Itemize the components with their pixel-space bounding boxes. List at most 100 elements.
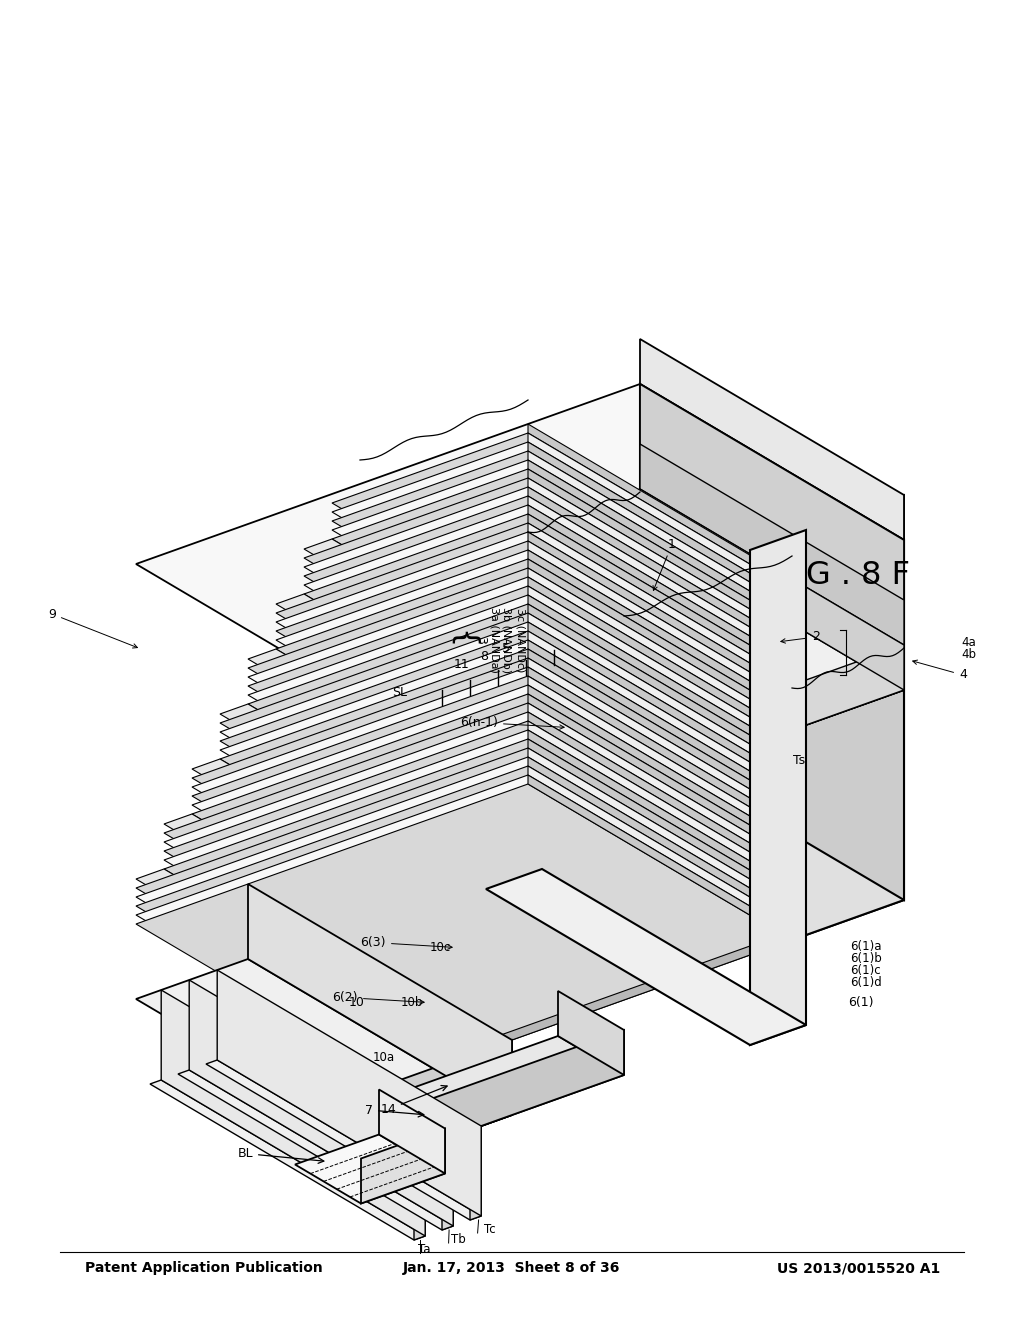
Polygon shape — [400, 1040, 512, 1155]
Polygon shape — [750, 850, 792, 909]
Polygon shape — [248, 586, 792, 842]
Polygon shape — [528, 685, 792, 850]
Polygon shape — [414, 1146, 425, 1239]
Text: SL: SL — [392, 686, 407, 700]
Polygon shape — [512, 715, 792, 824]
Polygon shape — [568, 634, 792, 723]
Polygon shape — [596, 607, 792, 686]
Text: Ta: Ta — [418, 1243, 430, 1257]
Polygon shape — [640, 488, 904, 690]
Polygon shape — [400, 921, 792, 1071]
Polygon shape — [640, 339, 904, 540]
Polygon shape — [528, 469, 792, 634]
Polygon shape — [248, 595, 792, 851]
Polygon shape — [400, 495, 904, 719]
Text: 10: 10 — [349, 997, 365, 1008]
Text: {: { — [447, 631, 476, 649]
Polygon shape — [528, 631, 792, 796]
Polygon shape — [248, 884, 512, 1115]
Polygon shape — [276, 594, 568, 760]
Polygon shape — [332, 442, 792, 668]
Polygon shape — [750, 805, 792, 865]
Text: 10c: 10c — [430, 941, 451, 954]
Polygon shape — [484, 760, 792, 879]
Polygon shape — [528, 704, 792, 869]
Polygon shape — [470, 1126, 481, 1220]
Polygon shape — [528, 694, 792, 859]
Polygon shape — [596, 579, 792, 659]
Polygon shape — [161, 990, 425, 1236]
Polygon shape — [528, 748, 792, 913]
Polygon shape — [540, 671, 792, 770]
Polygon shape — [136, 748, 792, 1044]
Polygon shape — [750, 715, 792, 775]
Polygon shape — [456, 832, 792, 961]
Polygon shape — [248, 649, 540, 814]
Polygon shape — [528, 711, 792, 876]
Polygon shape — [193, 694, 792, 970]
Polygon shape — [528, 433, 792, 598]
Polygon shape — [164, 721, 792, 1007]
Polygon shape — [193, 676, 792, 952]
Polygon shape — [332, 469, 792, 696]
Polygon shape — [528, 535, 904, 730]
Text: 6(3): 6(3) — [360, 936, 453, 949]
Polygon shape — [528, 622, 792, 787]
Text: 3: 3 — [474, 636, 487, 644]
Polygon shape — [456, 805, 792, 935]
Polygon shape — [750, 579, 792, 640]
Polygon shape — [528, 605, 792, 770]
Polygon shape — [164, 711, 792, 998]
Polygon shape — [456, 814, 792, 942]
Polygon shape — [193, 685, 792, 961]
Polygon shape — [596, 589, 792, 668]
Polygon shape — [334, 1036, 624, 1155]
Text: 6(n-1): 6(n-1) — [460, 715, 564, 729]
Polygon shape — [528, 550, 792, 715]
Polygon shape — [189, 979, 454, 1226]
Polygon shape — [220, 631, 792, 898]
Polygon shape — [486, 869, 806, 1045]
Text: F I G . 8 F: F I G . 8 F — [758, 560, 910, 590]
Polygon shape — [528, 478, 792, 643]
Text: 4a: 4a — [961, 635, 976, 648]
Text: 6(1)c: 6(1)c — [850, 964, 881, 977]
Text: 14: 14 — [380, 1085, 447, 1115]
Polygon shape — [442, 1137, 454, 1230]
Polygon shape — [528, 612, 792, 777]
Polygon shape — [528, 535, 904, 730]
Polygon shape — [528, 730, 792, 895]
Polygon shape — [304, 478, 792, 714]
Polygon shape — [750, 671, 792, 730]
Text: 1: 1 — [653, 537, 676, 590]
Polygon shape — [164, 739, 792, 1026]
Polygon shape — [484, 796, 792, 915]
Polygon shape — [136, 960, 512, 1155]
Polygon shape — [750, 760, 792, 820]
Polygon shape — [400, 895, 792, 1044]
Polygon shape — [528, 513, 792, 678]
Polygon shape — [528, 506, 792, 671]
Polygon shape — [528, 649, 792, 814]
Polygon shape — [361, 1129, 445, 1204]
Text: US 2013/0015520 A1: US 2013/0015520 A1 — [777, 1261, 940, 1275]
Polygon shape — [428, 886, 792, 1026]
Polygon shape — [304, 506, 792, 741]
Text: 9: 9 — [48, 607, 137, 648]
Text: 6(2): 6(2) — [333, 991, 424, 1005]
Polygon shape — [164, 814, 456, 979]
Text: 6(1)a: 6(1)a — [850, 940, 882, 953]
Text: First direction: First direction — [519, 928, 600, 940]
Polygon shape — [512, 723, 792, 833]
Polygon shape — [568, 643, 792, 733]
Polygon shape — [304, 539, 596, 705]
Polygon shape — [193, 759, 484, 925]
Polygon shape — [136, 784, 792, 1080]
Polygon shape — [750, 624, 792, 685]
Polygon shape — [750, 531, 806, 1045]
Polygon shape — [400, 931, 792, 1080]
Polygon shape — [512, 733, 792, 842]
Polygon shape — [528, 442, 792, 607]
Polygon shape — [792, 540, 904, 730]
Polygon shape — [528, 496, 792, 661]
